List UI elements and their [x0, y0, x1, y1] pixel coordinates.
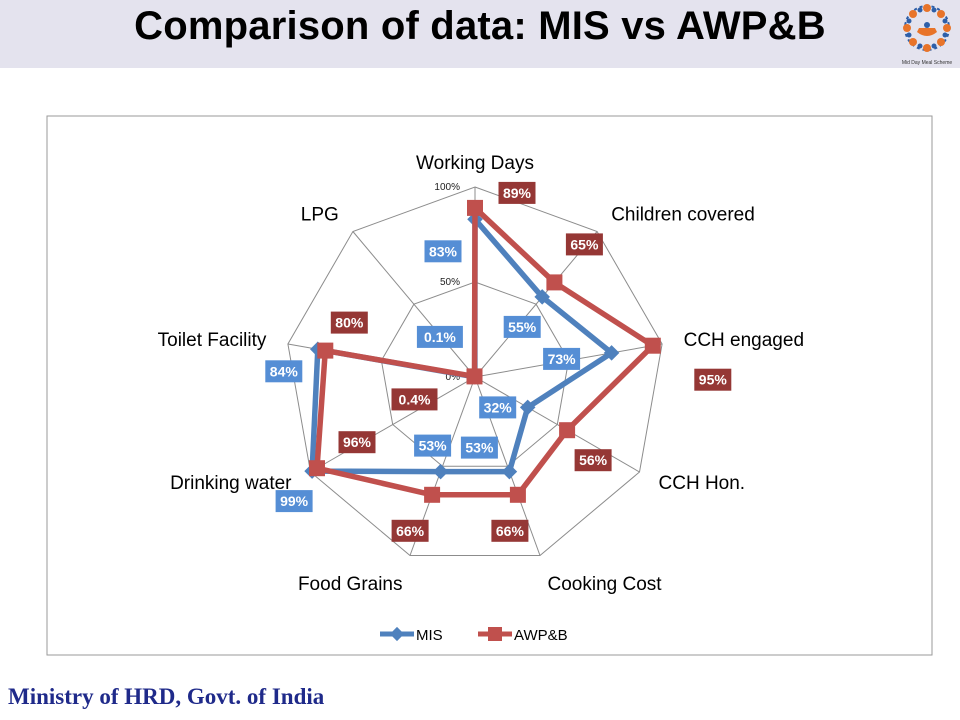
- data-label-bg: [565, 233, 603, 256]
- data-label-text: 84%: [270, 363, 299, 379]
- grid-spoke: [474, 376, 640, 473]
- awpb-marker: [317, 342, 334, 359]
- data-label-text: 53%: [419, 438, 448, 454]
- data-label-text: 53%: [465, 440, 494, 456]
- data-label-text: 0.4%: [399, 391, 431, 407]
- data-label-bg: [414, 434, 452, 457]
- legend-marker: [488, 627, 502, 641]
- data-label-awpb: 66%: [391, 519, 429, 542]
- data-label-awpb: 80%: [330, 311, 368, 334]
- awpb-marker: [559, 422, 576, 439]
- data-label-mis: 73%: [543, 347, 581, 370]
- data-label-bg: [498, 181, 536, 204]
- data-label-mis: 53%: [414, 434, 452, 457]
- data-label-text: 65%: [570, 236, 599, 252]
- category-label: Drinking water: [170, 473, 292, 494]
- grid-spoke: [352, 231, 476, 378]
- footer-ministry: Ministry of HRD, Govt. of India: [8, 684, 325, 709]
- awpb-marker: [309, 460, 325, 477]
- data-labels: 83% 55% 73% 32% 53% 53% 99% 84% 0.1% 89% 65% 95% 56%…: [265, 181, 732, 542]
- data-label-text: 80%: [335, 315, 364, 331]
- data-label-bg: [338, 431, 376, 454]
- data-label-bg: [391, 388, 438, 411]
- category-label: Working Days: [416, 153, 534, 174]
- tick-label: 0%: [446, 372, 461, 383]
- data-label-bg: [574, 449, 612, 472]
- data-label-text: 96%: [343, 434, 372, 450]
- data-label-bg: [391, 519, 429, 542]
- awpb-marker: [644, 337, 661, 354]
- tick-label: 50%: [440, 277, 460, 288]
- data-label-awpb: 66%: [491, 519, 529, 542]
- legend-label: AWP&B: [514, 627, 568, 644]
- chart-legend: MIS AWP&B: [380, 626, 568, 644]
- legend-label: MIS: [416, 627, 443, 644]
- data-label-mis: 83%: [424, 240, 462, 263]
- data-label-text: 56%: [579, 452, 608, 468]
- legend-marker: [389, 626, 405, 642]
- data-label-awpb: 65%: [565, 233, 603, 256]
- awpb-marker: [466, 368, 483, 385]
- data-label-text: 83%: [429, 243, 458, 259]
- data-label-bg: [275, 490, 313, 513]
- data-label-bg: [503, 315, 541, 338]
- category-labels: Working Days Children covered CCH engaged C…: [158, 153, 804, 595]
- awpb-marker: [546, 274, 563, 291]
- series-line-awpb: [314, 205, 656, 498]
- data-label-bg: [265, 360, 303, 383]
- data-label-awpb: 95%: [694, 368, 732, 391]
- data-label-bg: [416, 325, 463, 348]
- radar-chart: 0% 50% 100% Working Days Children covered CC…: [46, 115, 933, 656]
- category-label: CCH engaged: [684, 330, 804, 351]
- data-label-mis: 99%: [275, 490, 313, 513]
- category-label: Cooking Cost: [548, 574, 663, 595]
- data-label-mis: 53%: [460, 436, 498, 459]
- data-label-text: 95%: [699, 372, 728, 388]
- awpb-marker: [509, 486, 526, 503]
- data-label-awpb: 56%: [574, 449, 612, 472]
- grid-ring: [380, 281, 570, 467]
- category-label: Children covered: [611, 205, 755, 226]
- data-label-bg: [543, 347, 581, 370]
- data-label-text: 32%: [484, 399, 513, 415]
- grid-ring: [287, 186, 663, 556]
- slide-title: Comparison of data: MIS vs AWP&B: [134, 4, 826, 48]
- data-label-mis: 84%: [265, 360, 303, 383]
- grid-spoke: [310, 376, 476, 473]
- data-label-text: 89%: [503, 185, 532, 201]
- data-label-text: 66%: [496, 523, 525, 539]
- data-label-mis: 32%: [479, 396, 517, 419]
- data-label-bg: [694, 368, 732, 391]
- category-label: CCH Hon.: [659, 473, 746, 494]
- data-label-awpb: 89%: [498, 181, 536, 204]
- category-label: Food Grains: [298, 574, 403, 595]
- data-label-mis: 55%: [503, 315, 541, 338]
- data-label-bg: [491, 519, 529, 542]
- data-label-text: 55%: [508, 319, 537, 335]
- radial-tick-labels: 0% 50% 100%: [434, 182, 460, 383]
- category-label: Toilet Facility: [158, 330, 267, 351]
- category-label: LPG: [301, 205, 339, 226]
- data-label-bg: [424, 240, 462, 263]
- series-lines: [304, 199, 661, 503]
- data-label-bg: [479, 396, 517, 419]
- title-bar: Comparison of data: MIS vs AWP&B Mid Day…: [0, 0, 960, 68]
- awpb-marker: [467, 199, 483, 216]
- data-label-mis: 0.1%: [416, 325, 463, 348]
- data-label-bg: [460, 436, 498, 459]
- data-label-text: 66%: [396, 523, 425, 539]
- data-label-awpb: 0.4%: [391, 388, 438, 411]
- data-label-text: 0.1%: [424, 329, 456, 345]
- data-label-text: 73%: [548, 351, 577, 367]
- data-label-text: 99%: [280, 493, 309, 509]
- data-label-bg: [330, 311, 368, 334]
- mid-day-meal-logo-icon: Mid Day Meal Scheme: [902, 4, 953, 66]
- logo-caption: Mid Day Meal Scheme: [902, 60, 953, 66]
- tick-label: 100%: [434, 182, 460, 193]
- awpb-marker: [424, 486, 441, 503]
- data-label-awpb: 96%: [338, 431, 376, 454]
- grid-spoke: [474, 231, 598, 378]
